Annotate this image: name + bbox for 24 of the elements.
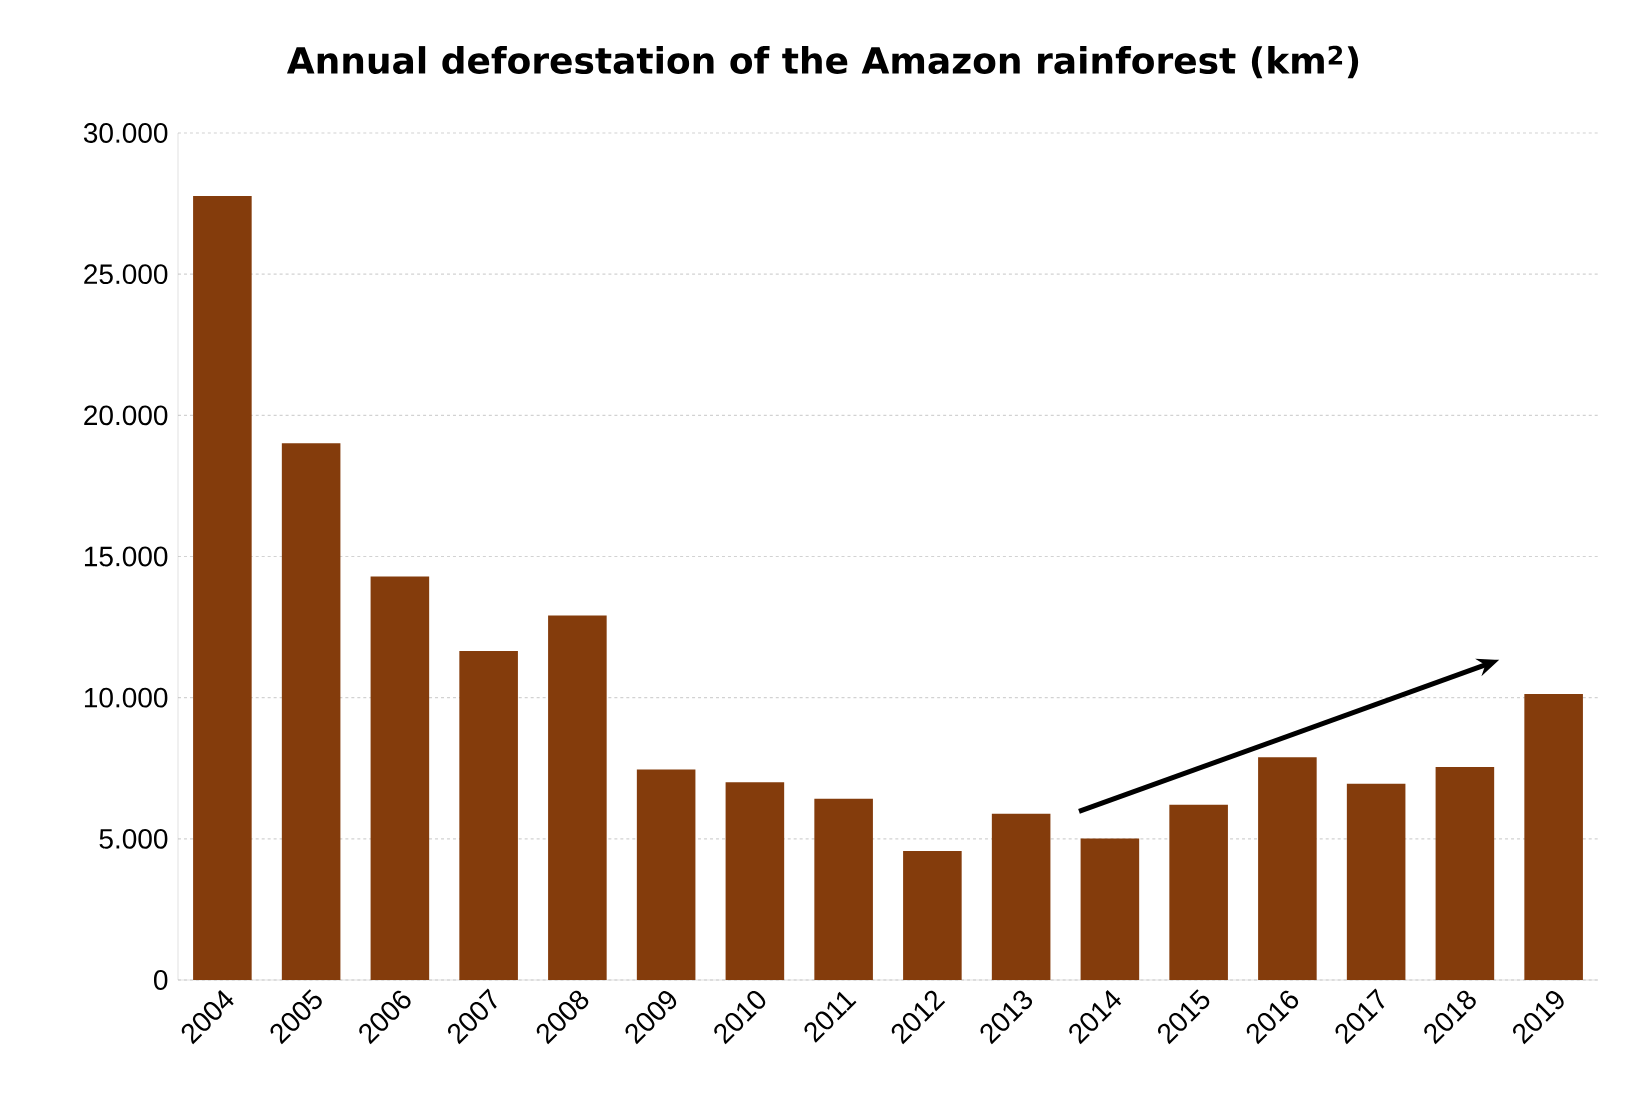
- bar: [459, 651, 518, 980]
- bar: [1169, 804, 1228, 980]
- bar: [1524, 693, 1583, 980]
- bar: [636, 769, 696, 980]
- bar: [1435, 767, 1495, 980]
- bar: [991, 813, 1051, 980]
- bar: [1346, 783, 1406, 980]
- bar: [725, 782, 785, 980]
- y-tick-label: 0: [153, 970, 168, 990]
- y-tick-label: 20.000: [84, 405, 168, 426]
- y-tick-label: 25.000: [84, 264, 168, 285]
- bar: [193, 195, 252, 980]
- chart-title: Annual deforestation of the Amazon rainforest (km$^{2}$): [286, 45, 1359, 79]
- y-tick-label: 30.000: [83, 123, 168, 143]
- bar: [1080, 838, 1140, 980]
- y-tick-label: 5.000: [99, 828, 168, 849]
- bar: [370, 576, 430, 980]
- y-tick-label: 10.000: [84, 687, 168, 708]
- bar: [814, 798, 873, 980]
- bar: [1258, 757, 1317, 980]
- y-tick-label: 15.000: [84, 546, 168, 567]
- bar: [281, 443, 341, 980]
- bar: [903, 850, 962, 980]
- bar: [548, 615, 607, 980]
